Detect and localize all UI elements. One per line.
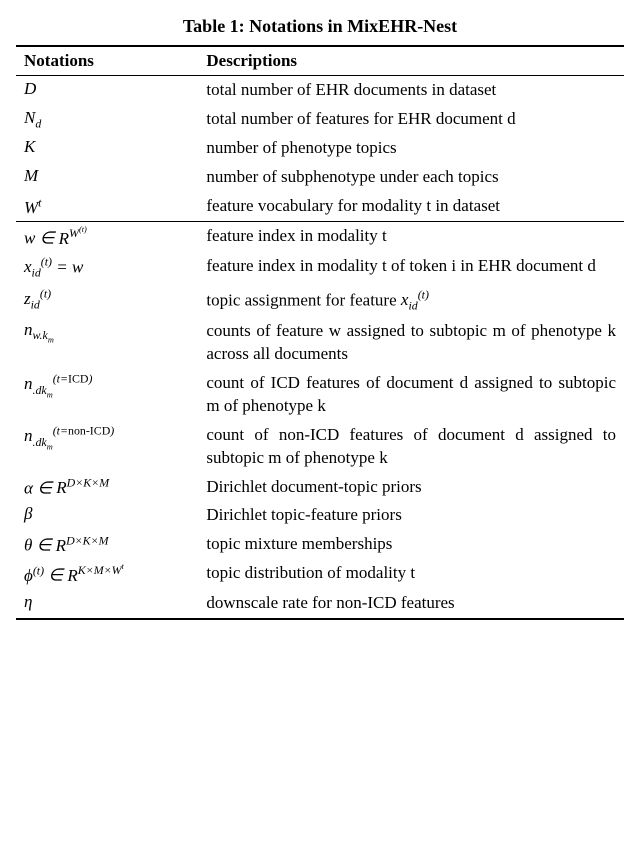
table-row: θ ∈ RD×K×Mtopic mixture memberships (16, 530, 624, 559)
table-row: n.dkm(t=non-ICD)count of non-ICD feature… (16, 421, 624, 473)
notation-cell: xid(t) = w (16, 252, 198, 284)
notation-cell: θ ∈ RD×K×M (16, 530, 198, 559)
description-cell: topic assignment for feature xid(t) (198, 284, 624, 317)
table-row: w ∈ RW(t)feature index in modality t (16, 222, 624, 252)
table-row: xid(t) = wfeature index in modality t of… (16, 252, 624, 284)
table-row: nw.kmcounts of feature w assigned to sub… (16, 317, 624, 369)
notation-cell: η (16, 589, 198, 619)
notation-cell: ϕ(t) ∈ RK×M×Wt (16, 559, 198, 589)
description-cell: counts of feature w assigned to subtopic… (198, 317, 624, 369)
notation-cell: n.dkm(t=ICD) (16, 369, 198, 421)
table-row: Wtfeature vocabulary for modality t in d… (16, 192, 624, 221)
notation-cell: α ∈ RD×K×M (16, 473, 198, 502)
description-cell: Dirichlet topic-feature priors (198, 501, 624, 530)
notation-cell: D (16, 76, 198, 105)
table-row: Dtotal number of EHR documents in datase… (16, 76, 624, 105)
description-cell: downscale rate for non-ICD features (198, 589, 624, 619)
description-cell: count of ICD features of document d assi… (198, 369, 624, 421)
notations-table: Notations Descriptions Dtotal number of … (16, 45, 624, 620)
description-cell: feature index in modality t of token i i… (198, 252, 624, 284)
table-row: zid(t)topic assignment for feature xid(t… (16, 284, 624, 317)
table-row: α ∈ RD×K×MDirichlet document-topic prior… (16, 473, 624, 502)
header-row: Notations Descriptions (16, 46, 624, 76)
description-cell: count of non-ICD features of document d … (198, 421, 624, 473)
table-caption: Table 1: Notations in MixEHR-Nest (16, 16, 624, 37)
description-cell: feature vocabulary for modality t in dat… (198, 192, 624, 221)
description-cell: Dirichlet document-topic priors (198, 473, 624, 502)
notation-cell: nw.km (16, 317, 198, 369)
table-row: ϕ(t) ∈ RK×M×Wttopic distribution of moda… (16, 559, 624, 589)
table-row: ηdownscale rate for non-ICD features (16, 589, 624, 619)
description-cell: total number of features for EHR documen… (198, 105, 624, 134)
header-descriptions: Descriptions (198, 46, 624, 76)
table-body: Dtotal number of EHR documents in datase… (16, 76, 624, 619)
description-cell: total number of EHR documents in dataset (198, 76, 624, 105)
table-row: n.dkm(t=ICD)count of ICD features of doc… (16, 369, 624, 421)
table-row: Mnumber of subphenotype under each topic… (16, 163, 624, 192)
description-cell: number of subphenotype under each topics (198, 163, 624, 192)
description-cell: topic distribution of modality t (198, 559, 624, 589)
table-row: Knumber of phenotype topics (16, 134, 624, 163)
notation-cell: Nd (16, 105, 198, 134)
table-row: Ndtotal number of features for EHR docum… (16, 105, 624, 134)
notation-cell: Wt (16, 192, 198, 221)
notation-cell: w ∈ RW(t) (16, 222, 198, 252)
notation-cell: K (16, 134, 198, 163)
description-cell: feature index in modality t (198, 222, 624, 252)
notation-cell: β (16, 501, 198, 530)
notation-cell: M (16, 163, 198, 192)
notation-cell: zid(t) (16, 284, 198, 317)
description-cell: number of phenotype topics (198, 134, 624, 163)
header-notations: Notations (16, 46, 198, 76)
table-row: βDirichlet topic-feature priors (16, 501, 624, 530)
notation-cell: n.dkm(t=non-ICD) (16, 421, 198, 473)
description-cell: topic mixture memberships (198, 530, 624, 559)
